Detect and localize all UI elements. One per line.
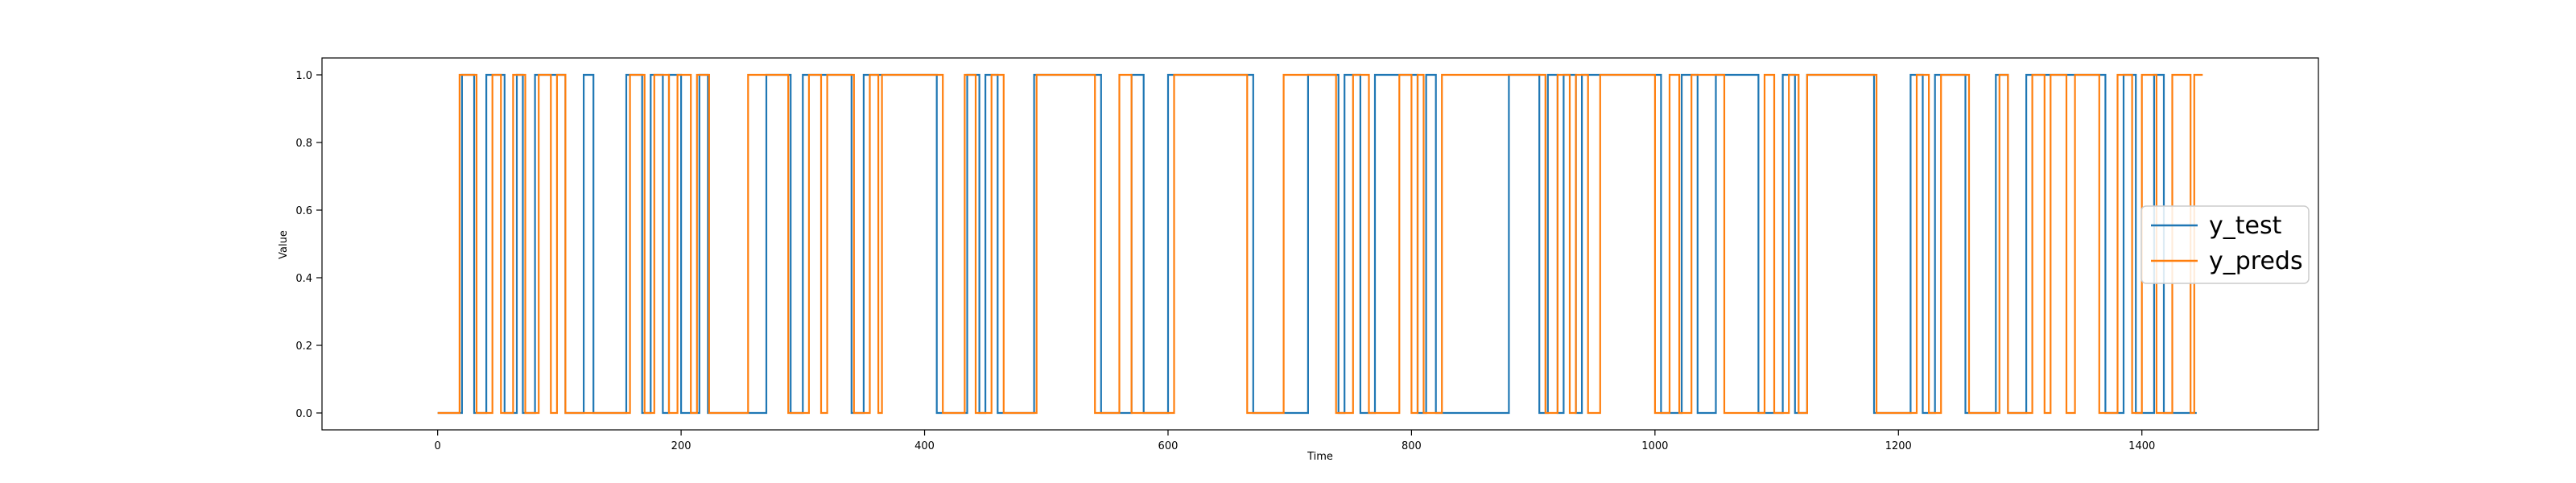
x-tick-label: 1000 (1641, 440, 1668, 452)
y-tick-label: 0.0 (295, 408, 312, 420)
x-tick-label: 1400 (2128, 440, 2155, 452)
series-line-y-preds (437, 73, 2203, 415)
y-tick-label: 1.0 (295, 70, 312, 82)
x-axis: 0 200 400 600 800 1000 1200 1400 (435, 430, 2155, 452)
x-tick-label: 200 (671, 440, 691, 452)
x-axis-label: Time (1307, 451, 1333, 463)
y-axis: 0.0 0.2 0.4 0.6 0.8 1.0 (295, 70, 322, 420)
x-tick-label: 800 (1402, 440, 1422, 452)
x-tick-label: 400 (914, 440, 935, 452)
y-tick-label: 0.4 (295, 273, 312, 285)
legend-label-y-test: y_test (2209, 212, 2282, 240)
x-tick-label: 1200 (1885, 440, 1912, 452)
x-tick-label: 0 (435, 440, 441, 452)
y-tick-label: 0.8 (295, 138, 312, 150)
series-line-y-test (437, 73, 2197, 415)
legend: y_test y_preds (2140, 205, 2310, 284)
x-tick-label: 600 (1158, 440, 1179, 452)
y-tick-label: 0.6 (295, 205, 312, 217)
plot-area (321, 57, 2319, 431)
legend-label-y-preds: y_preds (2209, 247, 2303, 275)
y-tick-label: 0.2 (295, 341, 312, 353)
y-axis-label: Value (278, 230, 290, 259)
plot-frame (321, 57, 2319, 431)
